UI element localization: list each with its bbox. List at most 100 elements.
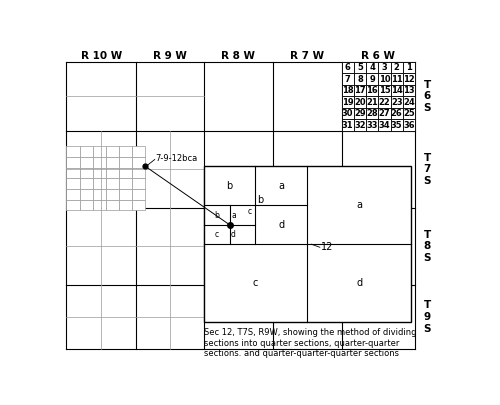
Text: a: a	[356, 200, 362, 210]
Bar	[403, 96, 415, 108]
Text: c: c	[214, 230, 218, 239]
Bar	[119, 178, 132, 189]
Bar	[378, 62, 390, 73]
Text: 8: 8	[357, 75, 363, 83]
Text: 1: 1	[406, 63, 412, 72]
Text: b: b	[226, 181, 232, 191]
Bar	[132, 200, 145, 210]
Text: 7: 7	[345, 75, 350, 83]
Bar	[342, 108, 354, 119]
Bar	[106, 146, 119, 157]
Bar	[119, 200, 132, 210]
Text: b: b	[257, 194, 264, 205]
Bar	[366, 119, 378, 131]
Text: 32: 32	[354, 121, 366, 130]
Bar	[106, 168, 119, 178]
Bar	[378, 73, 390, 85]
Text: 34: 34	[378, 121, 390, 130]
Bar	[342, 96, 354, 108]
Bar	[106, 157, 119, 168]
Text: 4: 4	[369, 63, 375, 72]
Text: c: c	[247, 207, 252, 216]
Bar	[106, 178, 119, 189]
Bar	[92, 146, 106, 157]
Bar	[119, 168, 132, 178]
Text: 18: 18	[342, 86, 353, 95]
Bar	[119, 146, 132, 157]
Bar	[119, 157, 132, 168]
Text: 26: 26	[391, 109, 402, 118]
Bar	[132, 146, 145, 157]
Bar	[378, 96, 390, 108]
Bar	[92, 200, 106, 210]
Bar	[403, 73, 415, 85]
Bar	[92, 189, 106, 200]
Text: 10: 10	[378, 75, 390, 83]
Bar	[366, 96, 378, 108]
Text: 2: 2	[394, 63, 400, 72]
Bar	[132, 189, 145, 200]
Text: 29: 29	[354, 109, 366, 118]
Bar	[378, 85, 390, 96]
Text: Sec 12, T7S, R9W, showing the method of dividing
sections into quarter sections,: Sec 12, T7S, R9W, showing the method of …	[204, 328, 416, 358]
Text: 16: 16	[366, 86, 378, 95]
Text: 15: 15	[378, 86, 390, 95]
Bar	[132, 168, 145, 178]
Bar	[354, 62, 366, 73]
Bar	[403, 119, 415, 131]
Bar	[378, 119, 390, 131]
Bar	[342, 85, 354, 96]
Bar	[354, 96, 366, 108]
Text: a: a	[231, 211, 236, 220]
Text: 23: 23	[391, 98, 402, 107]
Bar	[366, 108, 378, 119]
Text: d: d	[356, 278, 362, 288]
Bar	[92, 168, 106, 178]
Text: 35: 35	[391, 121, 402, 130]
Bar	[106, 200, 119, 210]
Text: 12: 12	[322, 242, 334, 252]
Text: 9: 9	[370, 75, 375, 83]
Bar	[66, 157, 80, 168]
Bar	[403, 108, 415, 119]
Text: 19: 19	[342, 98, 353, 107]
Bar	[80, 189, 92, 200]
Bar	[204, 166, 411, 322]
Text: 3: 3	[382, 63, 388, 72]
Bar	[342, 73, 354, 85]
Bar	[106, 189, 119, 200]
Text: d: d	[278, 220, 284, 230]
Text: T
8
S: T 8 S	[424, 230, 431, 263]
Bar	[366, 85, 378, 96]
Bar	[132, 178, 145, 189]
Text: 22: 22	[378, 98, 390, 107]
Text: 25: 25	[403, 109, 415, 118]
Text: 28: 28	[366, 109, 378, 118]
Bar	[342, 119, 354, 131]
Bar	[80, 178, 92, 189]
Bar	[80, 168, 92, 178]
Text: c: c	[253, 278, 258, 288]
Text: T
7
S: T 7 S	[424, 153, 431, 186]
Text: 13: 13	[403, 86, 415, 95]
Text: d: d	[231, 230, 236, 239]
Bar	[342, 62, 354, 73]
Text: 5: 5	[357, 63, 363, 72]
Bar	[366, 62, 378, 73]
Text: R 6 W: R 6 W	[362, 51, 396, 60]
Bar	[80, 157, 92, 168]
Text: 12: 12	[403, 75, 415, 83]
Text: T
6
S: T 6 S	[424, 80, 431, 113]
Bar	[390, 119, 403, 131]
Text: 21: 21	[366, 98, 378, 107]
Bar	[92, 157, 106, 168]
Bar	[132, 157, 145, 168]
Text: 31: 31	[342, 121, 353, 130]
Text: 24: 24	[403, 98, 415, 107]
Bar	[366, 73, 378, 85]
Text: 6: 6	[344, 63, 350, 72]
Bar	[390, 85, 403, 96]
Text: 7-9-12bca: 7-9-12bca	[156, 154, 198, 163]
Bar	[80, 200, 92, 210]
Bar	[354, 73, 366, 85]
